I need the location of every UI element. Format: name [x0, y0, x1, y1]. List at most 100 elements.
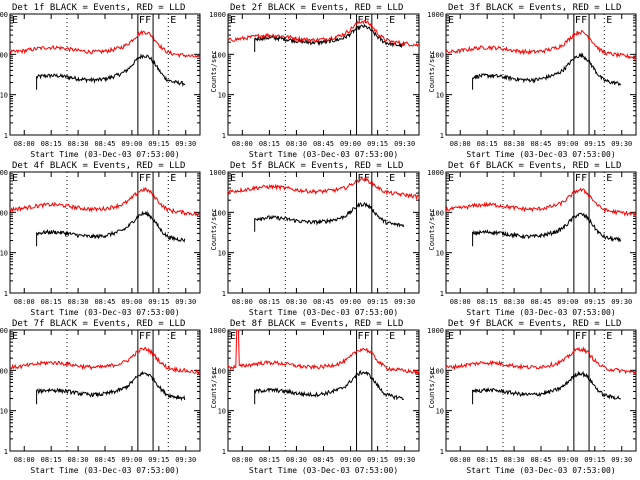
y-tick-label: 100: [0, 51, 8, 59]
x-tick-label: 08:00: [14, 456, 35, 464]
marker-f-right: F: [145, 15, 151, 26]
x-axis-label: Start Time (03-Dec-03 07:53:00): [249, 466, 398, 475]
x-tick-label: 08:15: [477, 456, 498, 464]
y-tick-label: 10: [436, 92, 444, 100]
y-axis-label: Counts/sec: [210, 366, 218, 408]
x-axis-label: Start Time (03-Dec-03 07:53:00): [466, 150, 615, 159]
y-tick-label: 10: [0, 408, 8, 416]
y-tick-label: 1: [222, 132, 226, 140]
y-tick-label: 10: [218, 250, 226, 258]
series-line-lld: [9, 29, 201, 60]
x-tick-label: 09:15: [148, 298, 169, 306]
x-tick-label: 08:45: [94, 456, 115, 464]
y-tick-label: 10: [436, 408, 444, 416]
marker-e-right: E: [606, 173, 612, 184]
marker-f-left: F: [139, 331, 145, 342]
y-axis-label: Counts/sec: [210, 208, 218, 250]
marker-f-right: F: [364, 331, 370, 342]
series-line-lld: [9, 186, 201, 217]
x-tick-label: 09:00: [557, 456, 578, 464]
x-axis-label: Start Time (03-Dec-03 07:53:00): [466, 466, 615, 475]
marker-f-left: F: [358, 331, 364, 342]
x-tick-label: 09:30: [394, 456, 415, 464]
x-tick-label: 08:45: [313, 298, 334, 306]
chart-panel-7: Det 7f BLACK = Events, RED = LLDCounts/s…: [0, 319, 201, 475]
x-tick-label: 08:15: [259, 298, 280, 306]
x-tick-label: 08:45: [313, 140, 334, 148]
marker-f-left: F: [139, 173, 145, 184]
x-tick-label: 09:00: [121, 140, 142, 148]
x-tick-label: 09:15: [584, 140, 605, 148]
x-tick-label: 09:30: [175, 456, 196, 464]
y-tick-label: 1000: [0, 169, 8, 177]
y-tick-label: 1: [440, 448, 444, 456]
chart-panel-1: Det 1f BLACK = Events, RED = LLDCounts/s…: [0, 3, 201, 159]
x-tick-label: 09:30: [611, 456, 632, 464]
y-tick-label: 10: [0, 250, 8, 258]
x-tick-label: 08:30: [68, 298, 89, 306]
series-line-events: [36, 210, 186, 247]
y-tick-label: 10: [218, 408, 226, 416]
chart-title: Det 5f BLACK = Events, RED = LLD: [230, 161, 403, 171]
y-tick-label: 100: [213, 367, 226, 375]
series-line-events: [472, 212, 622, 247]
y-tick-label: 1000: [0, 11, 8, 19]
x-tick-label: 08:30: [68, 140, 89, 148]
y-axis-label: Counts/sec: [428, 50, 436, 92]
x-tick-label: 08:15: [41, 298, 62, 306]
marker-f-left: F: [575, 331, 581, 342]
x-tick-label: 09:15: [367, 456, 388, 464]
x-tick-label: 09:30: [611, 298, 632, 306]
x-tick-label: 09:00: [557, 298, 578, 306]
y-tick-label: 1: [4, 132, 8, 140]
x-tick-label: 08:15: [41, 140, 62, 148]
y-tick-label: 1: [222, 448, 226, 456]
x-axis-label: Start Time (03-Dec-03 07:53:00): [249, 150, 398, 159]
y-tick-label: 100: [0, 209, 8, 217]
chart-panel-9: Det 9f BLACK = Events, RED = LLD Counts/s…: [427, 319, 637, 475]
x-tick-label: 08:15: [41, 456, 62, 464]
marker-f-left: F: [575, 173, 581, 184]
y-tick-label: 1000: [427, 11, 444, 19]
x-tick-label: 09:00: [340, 456, 361, 464]
x-tick-label: 08:30: [504, 140, 525, 148]
y-tick-label: 100: [431, 209, 444, 217]
x-tick-label: 09:30: [175, 298, 196, 306]
chart-panel-8: Det 8f BLACK = Events, RED = LLD Counts/s…: [209, 319, 420, 475]
x-tick-label: 08:45: [530, 140, 551, 148]
y-tick-label: 100: [213, 209, 226, 217]
x-tick-label: 09:15: [367, 298, 388, 306]
series-line-events: [36, 370, 186, 405]
x-tick-label: 08:30: [286, 140, 307, 148]
x-tick-label: 09:00: [121, 298, 142, 306]
marker-e-left: E: [230, 15, 236, 26]
marker-e-left: E: [12, 15, 18, 26]
y-tick-label: 100: [431, 51, 444, 59]
x-tick-label: 09:00: [557, 140, 578, 148]
y-tick-label: 1000: [0, 327, 8, 335]
marker-f-left: F: [358, 15, 364, 26]
chart-title: Det 1f BLACK = Events, RED = LLD: [12, 3, 185, 13]
y-axis-label: Counts/sec: [428, 366, 436, 408]
y-tick-label: 10: [0, 92, 8, 100]
marker-e-right: E: [606, 331, 612, 342]
y-tick-label: 1000: [427, 327, 444, 335]
x-tick-label: 08:30: [504, 456, 525, 464]
marker-e-right: E: [170, 331, 176, 342]
x-tick-label: 09:30: [175, 140, 196, 148]
x-tick-label: 08:00: [450, 140, 471, 148]
plot-frame: [445, 13, 637, 136]
marker-e-left: E: [448, 173, 454, 184]
y-tick-label: 1: [440, 132, 444, 140]
marker-f-left: F: [358, 173, 364, 184]
x-tick-label: 08:45: [530, 298, 551, 306]
y-tick-label: 1: [222, 290, 226, 298]
x-tick-label: 08:45: [313, 456, 334, 464]
y-tick-label: 1: [440, 290, 444, 298]
chart-title: Det 3f BLACK = Events, RED = LLD: [448, 3, 621, 13]
x-tick-label: 08:00: [232, 140, 253, 148]
series-line-lld: [227, 19, 420, 48]
x-tick-label: 08:15: [259, 140, 280, 148]
marker-f-right: F: [581, 173, 587, 184]
y-axis-label: Counts/sec: [210, 50, 218, 92]
